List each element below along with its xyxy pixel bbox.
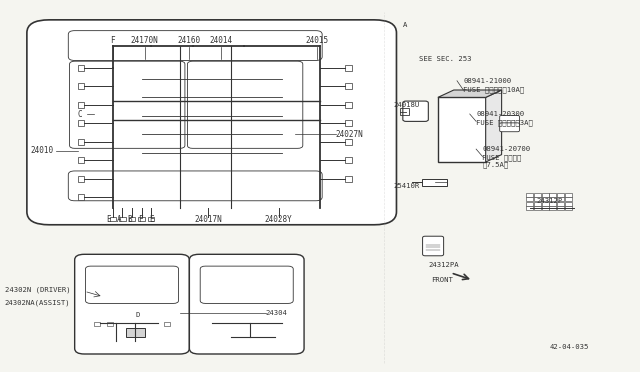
- Text: 24160: 24160: [178, 36, 201, 45]
- FancyBboxPatch shape: [500, 123, 520, 132]
- FancyBboxPatch shape: [500, 115, 520, 124]
- Bar: [78, 194, 84, 200]
- Bar: [541, 206, 548, 210]
- FancyBboxPatch shape: [403, 101, 428, 121]
- Text: FRONT: FRONT: [431, 277, 453, 283]
- Text: 24015: 24015: [305, 36, 328, 45]
- Text: FUSE ヒューズ（10A）: FUSE ヒューズ（10A）: [463, 86, 525, 93]
- Text: 24170N: 24170N: [131, 36, 159, 45]
- Bar: [119, 217, 125, 221]
- Bar: [527, 206, 534, 210]
- Bar: [541, 197, 548, 201]
- Bar: [527, 193, 534, 197]
- Bar: [549, 206, 556, 210]
- Bar: [399, 108, 409, 115]
- Bar: [78, 157, 84, 163]
- Polygon shape: [486, 90, 502, 162]
- Bar: [564, 202, 572, 206]
- Text: 24017N: 24017N: [195, 215, 222, 224]
- Bar: [557, 193, 564, 197]
- Text: 08941-20300: 08941-20300: [476, 111, 524, 117]
- Bar: [557, 202, 564, 206]
- Bar: [138, 217, 145, 221]
- Bar: [78, 83, 84, 89]
- Bar: [78, 102, 84, 108]
- Text: A: A: [403, 22, 407, 28]
- Text: 24010: 24010: [30, 147, 53, 155]
- Text: 24302N (DRIVER): 24302N (DRIVER): [4, 286, 70, 293]
- Bar: [346, 120, 352, 126]
- Bar: [94, 322, 100, 326]
- Bar: [346, 157, 352, 163]
- Text: 24304: 24304: [266, 310, 288, 316]
- FancyBboxPatch shape: [189, 254, 304, 354]
- Text: （7.5A）: （7.5A）: [483, 161, 509, 168]
- Bar: [346, 83, 352, 89]
- Bar: [164, 322, 170, 326]
- Text: F: F: [111, 36, 115, 45]
- Bar: [549, 193, 556, 197]
- Text: 42-04-035: 42-04-035: [549, 344, 589, 350]
- Bar: [541, 202, 548, 206]
- Text: 24302NA(ASSIST): 24302NA(ASSIST): [4, 299, 70, 305]
- Text: 24312PA: 24312PA: [428, 262, 459, 268]
- Text: F: F: [138, 215, 143, 224]
- Bar: [438, 97, 486, 162]
- FancyBboxPatch shape: [27, 20, 396, 225]
- Bar: [346, 176, 352, 182]
- FancyBboxPatch shape: [422, 236, 444, 256]
- Text: 08941-20700: 08941-20700: [483, 146, 531, 152]
- Bar: [78, 65, 84, 71]
- Text: 25410R: 25410R: [394, 183, 420, 189]
- Bar: [549, 202, 556, 206]
- Bar: [527, 197, 534, 201]
- Bar: [78, 120, 84, 126]
- Text: FUSE ヒューズ: FUSE ヒューズ: [483, 154, 522, 160]
- Text: 24014: 24014: [210, 36, 233, 45]
- Bar: [557, 206, 564, 210]
- Text: D: D: [135, 312, 140, 318]
- Bar: [346, 139, 352, 145]
- Bar: [564, 206, 572, 210]
- Bar: [527, 202, 534, 206]
- Bar: [541, 193, 548, 197]
- Bar: [557, 197, 564, 201]
- Text: 24018U: 24018U: [394, 102, 420, 108]
- Bar: [422, 179, 447, 186]
- Text: 24312P: 24312P: [537, 198, 563, 204]
- FancyBboxPatch shape: [75, 254, 189, 354]
- Bar: [534, 197, 541, 201]
- Bar: [346, 65, 352, 71]
- Bar: [125, 328, 145, 337]
- Bar: [109, 217, 116, 221]
- Bar: [106, 322, 113, 326]
- Text: E: E: [149, 215, 154, 224]
- Bar: [534, 193, 541, 197]
- Bar: [564, 197, 572, 201]
- Bar: [564, 193, 572, 197]
- Text: 24027N: 24027N: [336, 130, 364, 139]
- Bar: [78, 139, 84, 145]
- Polygon shape: [438, 90, 502, 97]
- Text: B: B: [128, 215, 132, 224]
- Text: A: A: [117, 215, 122, 224]
- Text: SEE SEC. 253: SEE SEC. 253: [419, 56, 471, 62]
- Text: 08941-21000: 08941-21000: [463, 78, 511, 84]
- Text: 24028Y: 24028Y: [265, 215, 292, 224]
- Bar: [549, 197, 556, 201]
- Bar: [346, 102, 352, 108]
- Bar: [129, 217, 135, 221]
- Bar: [534, 206, 541, 210]
- Text: FUSE ヒューズ（3A）: FUSE ヒューズ（3A）: [476, 119, 533, 126]
- Text: C: C: [78, 109, 83, 119]
- Text: E: E: [106, 215, 111, 224]
- Bar: [534, 202, 541, 206]
- Bar: [148, 217, 154, 221]
- Bar: [78, 176, 84, 182]
